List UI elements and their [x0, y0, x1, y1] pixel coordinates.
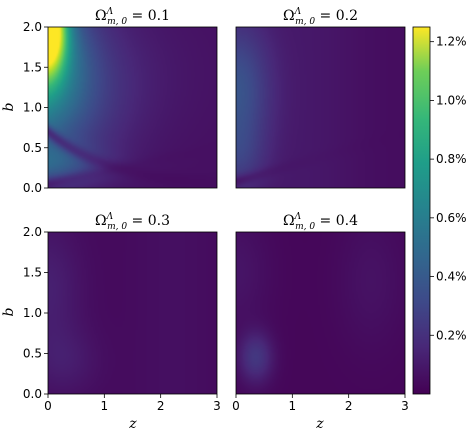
title-part: m, 0	[107, 222, 127, 232]
panel-title: ΩΛ m, 0 = 0.1	[95, 7, 170, 27]
y-tick-label: 1.5	[23, 60, 42, 74]
colorbar-gradient	[413, 27, 430, 394]
title-part: Λ	[294, 7, 302, 17]
colorbar-tick-label: 0.6%	[436, 211, 467, 225]
panel-title: ΩΛ m, 0 = 0.3	[95, 212, 170, 232]
colorbar-frame	[412, 26, 431, 395]
colorbar-tick-label: 1.2%	[436, 35, 467, 49]
y-tick-label: 0.5	[23, 347, 42, 361]
heatmap-image	[236, 232, 405, 394]
panel-top-right: ΩΛ m, 0 = 0.2	[235, 7, 406, 189]
title-part: m, 0	[295, 222, 315, 232]
title-part: = 0.3	[127, 213, 170, 229]
x-tick-label: 3	[401, 399, 409, 413]
colorbar-tick-label: 0.2%	[436, 328, 467, 342]
x-tick-label: 2	[345, 399, 353, 413]
y-tick-label: 0.0	[23, 181, 42, 195]
heatmap-image	[48, 27, 217, 188]
y-tick-label: 0.0	[23, 387, 42, 401]
title-part: Ω	[95, 213, 107, 229]
panel-bottom-left: ΩΛ m, 0 = 0.3	[47, 212, 218, 395]
y-axis-label-bottom: b	[1, 307, 17, 316]
colorbar-tick-label: 0.8%	[436, 152, 467, 166]
title-part: Ω	[283, 213, 295, 229]
title-part: = 0.2	[315, 8, 358, 24]
x-tick-label: 0	[44, 399, 52, 413]
panel-top-left: ΩΛ m, 0 = 0.1	[47, 7, 218, 189]
y-tick-label: 1.5	[23, 266, 42, 280]
y-tick-label: 2.0	[23, 20, 42, 34]
heatmap-image	[236, 27, 405, 188]
x-tick-label: 1	[101, 399, 109, 413]
panel-title: ΩΛ m, 0 = 0.2	[283, 7, 358, 27]
x-tick-label: 3	[213, 399, 221, 413]
x-axis-label-left: z	[128, 416, 137, 432]
title-part: Ω	[283, 8, 295, 24]
axes: 0.00.51.01.52.00.00.51.01.52.00 1 2 3 0 1 2 3	[23, 20, 409, 413]
x-axis-label-right: z	[315, 416, 324, 432]
title-part: Λ	[294, 212, 302, 222]
title-part: Λ	[106, 7, 114, 17]
title-part: = 0.4	[315, 213, 358, 229]
x-tick-label: 1	[289, 399, 297, 413]
colorbar-tick-label: 0.4%	[436, 270, 467, 284]
y-tick-label: 1.0	[23, 101, 42, 115]
panel-title: ΩΛ m, 0 = 0.4	[283, 212, 358, 232]
colorbar-tick-label: 1.0%	[436, 93, 467, 107]
x-tick-label: 2	[157, 399, 165, 413]
title-part: m, 0	[295, 17, 315, 27]
y-tick-label: 1.0	[23, 306, 42, 320]
y-tick-label: 2.0	[23, 225, 42, 239]
y-tick-label: 0.5	[23, 141, 42, 155]
title-part: Λ	[106, 212, 114, 222]
heatmap-image	[48, 232, 217, 394]
colorbar: 0.2% 0.4% 0.6% 0.8% 1.0% 1.2%	[412, 26, 467, 395]
title-part: Ω	[95, 8, 107, 24]
panel-bottom-right: ΩΛ m, 0 = 0.4	[235, 212, 406, 395]
title-part: m, 0	[107, 17, 127, 27]
title-part: = 0.1	[127, 8, 170, 24]
x-tick-label: 0	[232, 399, 240, 413]
y-axis-label-top: b	[1, 102, 17, 111]
